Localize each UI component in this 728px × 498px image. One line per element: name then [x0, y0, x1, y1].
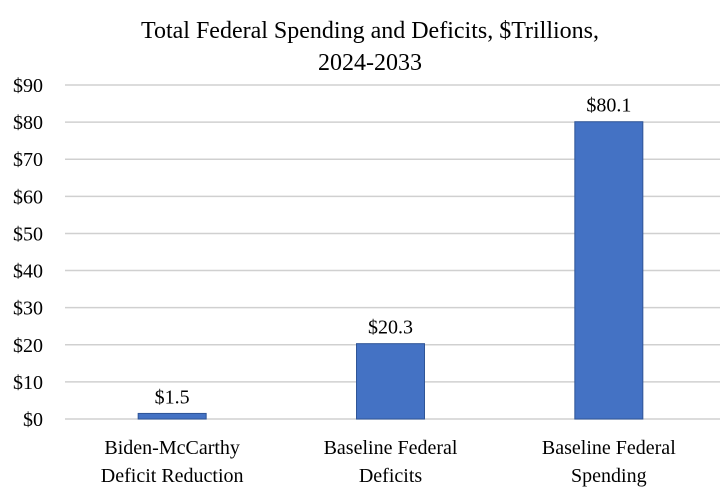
y-tick-label: $90: [13, 75, 43, 97]
data-label: $1.5: [155, 386, 190, 408]
x-tick-label: Baseline Federal: [542, 437, 676, 459]
y-axis: $0 $10 $20 $30 $40 $50 $60 $70 $80 $90: [13, 75, 43, 431]
bars: [137, 121, 644, 420]
y-tick-label: $30: [13, 298, 43, 320]
x-tick-label: Biden-McCarthy: [104, 437, 240, 459]
bar: [137, 412, 207, 420]
data-label: $80.1: [586, 95, 631, 117]
data-label: $20.3: [368, 317, 413, 339]
bar: [356, 343, 425, 420]
y-tick-label: $10: [13, 372, 43, 394]
y-tick-label: $60: [13, 186, 43, 208]
x-tick-label: Spending: [571, 465, 647, 487]
chart-title-line-2: 2024-2033: [318, 50, 422, 76]
y-tick-label: $0: [23, 409, 43, 431]
x-tick-label: Deficit Reduction: [101, 465, 244, 487]
data-labels: $1.5 $20.3 $80.1: [155, 95, 632, 409]
chart-title-line-1: Total Federal Spending and Deficits, $Tr…: [141, 18, 599, 44]
x-axis: Biden-McCarthy Deficit Reduction Baseline …: [101, 437, 676, 487]
bar: [574, 121, 644, 420]
x-tick-label: Deficits: [359, 465, 423, 487]
x-tick-label: Baseline Federal: [324, 437, 458, 459]
y-tick-label: $50: [13, 223, 43, 245]
chart-title: Total Federal Spending and Deficits, $Tr…: [141, 18, 599, 76]
y-tick-label: $70: [13, 149, 43, 171]
y-tick-label: $80: [13, 112, 43, 134]
gridlines: [65, 84, 720, 420]
y-tick-label: $40: [13, 261, 43, 283]
y-tick-label: $20: [13, 335, 43, 357]
